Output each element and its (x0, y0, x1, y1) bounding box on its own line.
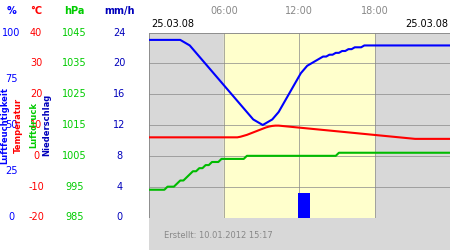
Text: 985: 985 (65, 212, 84, 222)
Text: 20: 20 (113, 58, 126, 68)
Text: 995: 995 (65, 182, 84, 192)
Text: 1035: 1035 (62, 58, 86, 68)
Text: 8: 8 (116, 151, 122, 161)
Bar (224, 32, 374, 218)
Text: -10: -10 (28, 182, 44, 192)
Text: 50: 50 (5, 120, 18, 130)
Text: Luftdruck: Luftdruck (29, 102, 38, 148)
Text: 12:00: 12:00 (285, 6, 313, 16)
Text: 25: 25 (5, 166, 18, 176)
Text: %: % (6, 6, 16, 16)
Text: 10: 10 (30, 120, 42, 130)
Text: 0: 0 (8, 212, 14, 222)
Text: 1045: 1045 (62, 28, 86, 38)
Text: 1015: 1015 (62, 120, 86, 130)
Text: Niederschlag: Niederschlag (43, 94, 52, 156)
Text: 12: 12 (113, 120, 126, 130)
Text: 4: 4 (116, 182, 122, 192)
Text: mm/h: mm/h (104, 6, 135, 16)
Text: hPa: hPa (64, 6, 85, 16)
Text: °C: °C (30, 6, 42, 16)
Text: 1025: 1025 (62, 89, 86, 99)
Text: 24: 24 (113, 28, 126, 38)
Text: 25.03.08: 25.03.08 (405, 20, 449, 29)
Text: 30: 30 (30, 58, 42, 68)
Text: 75: 75 (5, 74, 18, 84)
Text: Luftfeuchtigkeit: Luftfeuchtigkeit (0, 86, 9, 164)
Text: 16: 16 (113, 89, 126, 99)
Text: 1005: 1005 (62, 151, 86, 161)
Text: 40: 40 (30, 28, 42, 38)
Text: 06:00: 06:00 (210, 6, 238, 16)
Text: 20: 20 (30, 89, 42, 99)
Text: Temperatur: Temperatur (14, 98, 22, 152)
Text: Erstellt: 10.01.2012 15:17: Erstellt: 10.01.2012 15:17 (164, 231, 272, 240)
Text: 0: 0 (33, 151, 39, 161)
Text: -20: -20 (28, 212, 44, 222)
Text: 100: 100 (2, 28, 20, 38)
Text: 18:00: 18:00 (361, 6, 388, 16)
Bar (298, 194, 310, 218)
Text: 0: 0 (116, 212, 122, 222)
Text: 25.03.08: 25.03.08 (151, 20, 194, 29)
